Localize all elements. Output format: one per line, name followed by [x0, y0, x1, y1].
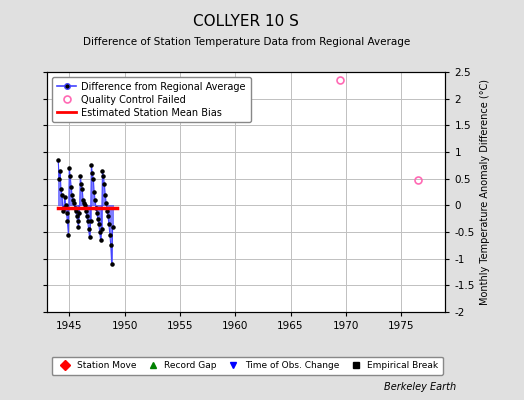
Point	[107, 261, 116, 267]
Point	[65, 165, 73, 171]
Point	[95, 221, 103, 227]
Point	[89, 176, 97, 182]
Point	[63, 218, 72, 224]
Point	[95, 229, 104, 235]
Legend: Station Move, Record Gap, Time of Obs. Change, Empirical Break: Station Move, Record Gap, Time of Obs. C…	[52, 357, 443, 375]
Point	[54, 157, 62, 163]
Point	[81, 202, 89, 208]
Point	[75, 210, 84, 216]
Point	[106, 242, 115, 248]
Point	[83, 218, 92, 224]
Point	[60, 205, 68, 211]
Point	[87, 162, 95, 168]
Point	[71, 205, 79, 211]
Point	[73, 218, 82, 224]
Point	[108, 224, 117, 230]
Point	[62, 210, 71, 216]
Point	[84, 226, 93, 232]
Point	[69, 197, 77, 203]
Point	[88, 170, 96, 176]
Point	[70, 200, 78, 206]
Point	[61, 202, 70, 208]
Point	[85, 234, 94, 240]
Point	[93, 210, 101, 216]
Point	[82, 208, 90, 214]
Point	[68, 192, 76, 198]
Point	[99, 173, 107, 179]
Point	[99, 168, 107, 174]
Point	[94, 216, 102, 222]
Text: Berkeley Earth: Berkeley Earth	[384, 382, 456, 392]
Text: COLLYER 10 S: COLLYER 10 S	[193, 14, 299, 30]
Point	[56, 168, 64, 174]
Point	[67, 184, 75, 190]
Point	[92, 205, 100, 211]
Point	[100, 181, 108, 187]
Point	[58, 192, 66, 198]
Point	[104, 213, 112, 219]
Point	[86, 218, 95, 224]
Point	[83, 213, 91, 219]
Point	[91, 197, 99, 203]
Text: Difference of Station Temperature Data from Regional Average: Difference of Station Temperature Data f…	[83, 37, 410, 47]
Point	[80, 200, 88, 206]
Point	[106, 232, 114, 238]
Point	[59, 208, 67, 214]
Point	[71, 208, 80, 214]
Point	[79, 197, 88, 203]
Y-axis label: Monthly Temperature Anomaly Difference (°C): Monthly Temperature Anomaly Difference (…	[481, 79, 490, 305]
Point	[102, 200, 111, 206]
Point	[97, 226, 106, 232]
Point	[72, 213, 81, 219]
Point	[74, 224, 83, 230]
Point	[57, 186, 65, 192]
Point	[77, 181, 85, 187]
Point	[96, 237, 105, 243]
Point	[78, 186, 86, 192]
Point	[55, 176, 63, 182]
Point	[105, 221, 113, 227]
Point	[90, 189, 99, 195]
Point	[76, 173, 84, 179]
Point	[64, 232, 73, 238]
Point	[101, 192, 110, 198]
Point	[66, 173, 74, 179]
Point	[103, 208, 111, 214]
Point	[60, 194, 69, 200]
